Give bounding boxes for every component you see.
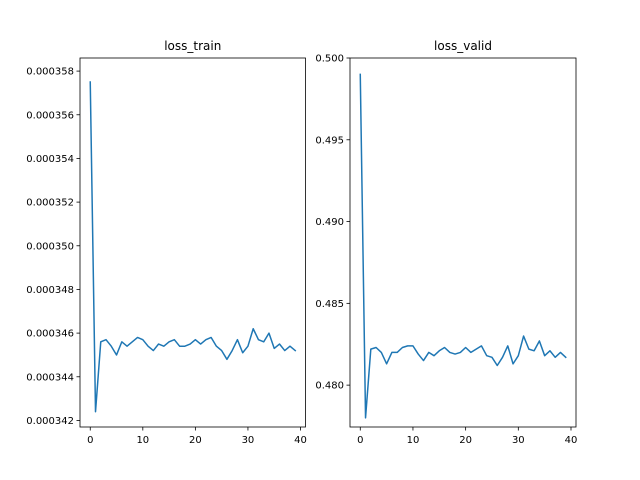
x-tick-label-train: 0 <box>87 435 93 446</box>
y-tick-label-train: 0.000344 <box>26 372 74 383</box>
chart-title-valid: loss_valid <box>434 39 492 53</box>
y-tick-label-train: 0.000356 <box>26 110 74 121</box>
y-tick-label-train: 0.000358 <box>26 67 74 78</box>
chart-title-train: loss_train <box>164 39 221 53</box>
y-tick-label-valid: 0.480 <box>315 381 344 392</box>
y-tick-label-train: 0.000354 <box>26 154 74 165</box>
y-tick-label-valid: 0.490 <box>315 217 344 228</box>
y-tick-label-train: 0.000352 <box>26 198 74 209</box>
y-tick-label-valid: 0.500 <box>315 54 344 65</box>
x-tick-label-train: 20 <box>189 435 202 446</box>
y-tick-label-train: 0.000342 <box>26 416 74 427</box>
y-tick-label-valid: 0.485 <box>315 299 344 310</box>
loss-train-panel: loss_train 0 10 20 30 40 0.000342 0.000344 0.000… <box>26 39 307 446</box>
y-tick-label-valid: 0.495 <box>315 135 344 146</box>
x-tick-label-train: 10 <box>136 435 149 446</box>
x-tick-label-valid: 10 <box>407 435 420 446</box>
y-tick-label-train: 0.000346 <box>26 329 74 340</box>
y-tick-label-train: 0.000348 <box>26 285 74 296</box>
x-tick-label-train: 30 <box>242 435 255 446</box>
y-tick-label-train: 0.000350 <box>26 241 74 252</box>
series-line-train <box>89 81 297 413</box>
x-tick-label-valid: 0 <box>357 435 363 446</box>
x-tick-label-valid: 40 <box>565 435 578 446</box>
x-tick-label-valid: 30 <box>512 435 525 446</box>
axes-frame-valid <box>349 57 577 428</box>
x-tick-label-train: 40 <box>294 435 307 446</box>
series-line-valid <box>359 73 567 419</box>
loss-valid-panel: loss_valid 0 10 20 30 40 0.480 0.485 0.490 0.495 0… <box>315 39 577 446</box>
axes-frame-train <box>79 57 306 428</box>
x-tick-label-valid: 20 <box>459 435 472 446</box>
